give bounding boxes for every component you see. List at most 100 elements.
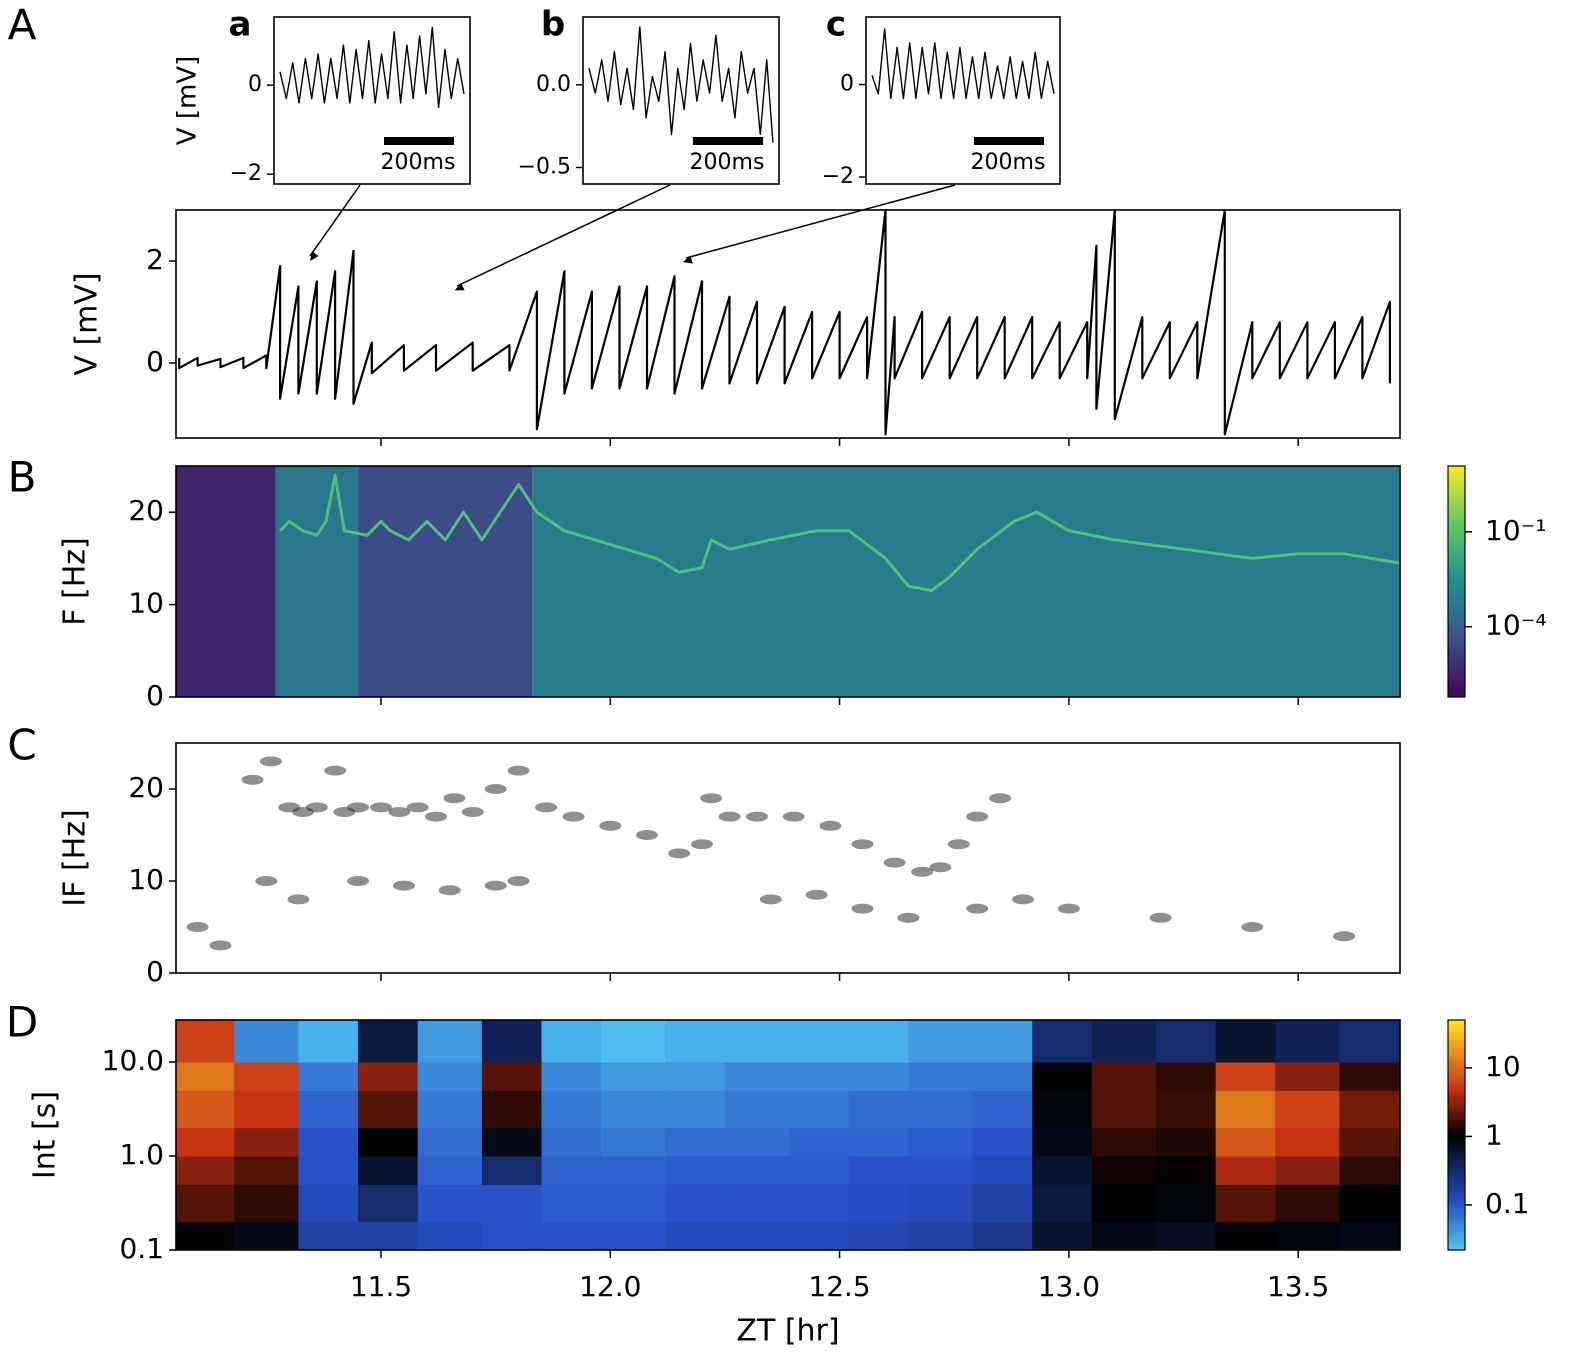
y-tick-label: 0 [840, 72, 854, 97]
heatmap-cell [1032, 1020, 1093, 1063]
y-axis-label: Int [s] [28, 1091, 63, 1179]
heatmap-cell [724, 1184, 790, 1223]
heatmap-cell [789, 1127, 850, 1157]
heatmap-cell [848, 1127, 909, 1157]
arrow [686, 184, 956, 258]
heatmap-cell [908, 1156, 974, 1185]
heatmap-cell [234, 1127, 299, 1157]
heatmap-cell [789, 1156, 850, 1185]
heatmap-cell [972, 1184, 1033, 1223]
heatmap-cell [481, 1221, 543, 1251]
point [947, 839, 970, 850]
heatmap-cell [358, 1127, 419, 1157]
heatmap-cell [848, 1062, 909, 1091]
heatmap-cell [358, 1184, 419, 1223]
heatmap-cell [298, 1156, 359, 1185]
arrow [309, 184, 361, 256]
point [989, 793, 1012, 804]
point [819, 820, 842, 831]
point [507, 765, 530, 776]
heatmap-cell [358, 1090, 419, 1129]
y-tick-label: 20 [128, 771, 164, 804]
arrows [309, 184, 956, 286]
heatmap-cell [1339, 1184, 1400, 1223]
heatmap-cell [665, 1090, 726, 1129]
point [700, 793, 723, 804]
heatmap-cell [541, 1090, 602, 1129]
heatmap-cell [1156, 1062, 1217, 1091]
y-tick-label: 0 [248, 72, 262, 97]
heatmap-cell [1032, 1221, 1093, 1251]
heatmap-cell [1091, 1090, 1157, 1129]
heatmap-cell [1339, 1062, 1400, 1091]
x-tick-label: 13.0 [1038, 1270, 1100, 1303]
point [255, 876, 278, 886]
heatmap-cell [481, 1127, 543, 1157]
y-axis-label: F [Hz] [58, 537, 93, 626]
heatmap-cell [1215, 1062, 1276, 1091]
heatmap-cell [1275, 1221, 1340, 1251]
heatmap-cell [417, 1221, 483, 1251]
plot-frame [582, 16, 780, 185]
heatmap-cell [481, 1020, 543, 1063]
heatmap-cell [298, 1090, 359, 1129]
heatmap-cell [481, 1090, 543, 1129]
panel-label: B [8, 453, 37, 502]
heatmap-cell [1156, 1156, 1217, 1185]
heatmap-cell [601, 1184, 666, 1223]
point [668, 848, 691, 859]
heatmap-cell [665, 1127, 726, 1157]
heatmap-cell [1032, 1090, 1093, 1129]
heatmap-cell [417, 1062, 483, 1091]
point [535, 802, 558, 813]
heatmap-cell [234, 1090, 299, 1129]
y-tick-label: −2 [822, 164, 854, 189]
plot-frame [175, 209, 1401, 439]
point [1149, 912, 1172, 923]
point [966, 903, 989, 914]
heatmap-cell [417, 1090, 483, 1129]
heatmap-cell [298, 1184, 359, 1223]
point [507, 876, 530, 886]
heatmap-cell [1339, 1127, 1400, 1157]
point [1241, 922, 1264, 932]
plot-frame [175, 742, 1401, 974]
point [851, 839, 874, 850]
heatmap-cell [481, 1184, 543, 1223]
heatmap-cell [1215, 1156, 1276, 1185]
heatmap-cell [972, 1127, 1033, 1157]
heatmap-cell [1215, 1184, 1276, 1223]
heatmap-cell [908, 1090, 974, 1129]
heatmap-cell [358, 1156, 419, 1185]
colorbar-tick-label: 0.1 [1485, 1187, 1530, 1220]
y-tick-label: −2 [230, 161, 262, 186]
heatmap-cell [908, 1184, 974, 1223]
heatmap-cell [789, 1020, 850, 1063]
heatmap-cell [601, 1090, 666, 1129]
arrow [457, 184, 671, 286]
heatmap-cell [298, 1221, 359, 1251]
heatmap-cell [848, 1184, 909, 1223]
heatmap-cell [481, 1062, 543, 1091]
heatmap-cell [1032, 1062, 1093, 1091]
heatmap-cell [908, 1127, 974, 1157]
trace [871, 28, 1055, 100]
heatmap-cell [1156, 1090, 1217, 1129]
trace [178, 208, 1391, 436]
heatmap-cell [1215, 1020, 1276, 1063]
point [443, 793, 466, 804]
heatmap-cell [1032, 1184, 1093, 1223]
x-tick-label: 12.0 [579, 1270, 641, 1303]
y-axis-label: IF [Hz] [58, 809, 93, 906]
heatmap-cell [358, 1062, 419, 1091]
heatmap-cell [1091, 1062, 1157, 1091]
heatmap-cell [908, 1062, 974, 1091]
heatmap-cell [176, 1062, 235, 1091]
point [883, 857, 906, 868]
heatmap-cell [176, 1156, 235, 1185]
heatmap-cell [234, 1184, 299, 1223]
x-tick-label: 12.5 [808, 1270, 870, 1303]
heatmap-cell [176, 1184, 235, 1223]
heatmap-cell [541, 1184, 602, 1223]
heatmap-cell [1339, 1156, 1400, 1185]
